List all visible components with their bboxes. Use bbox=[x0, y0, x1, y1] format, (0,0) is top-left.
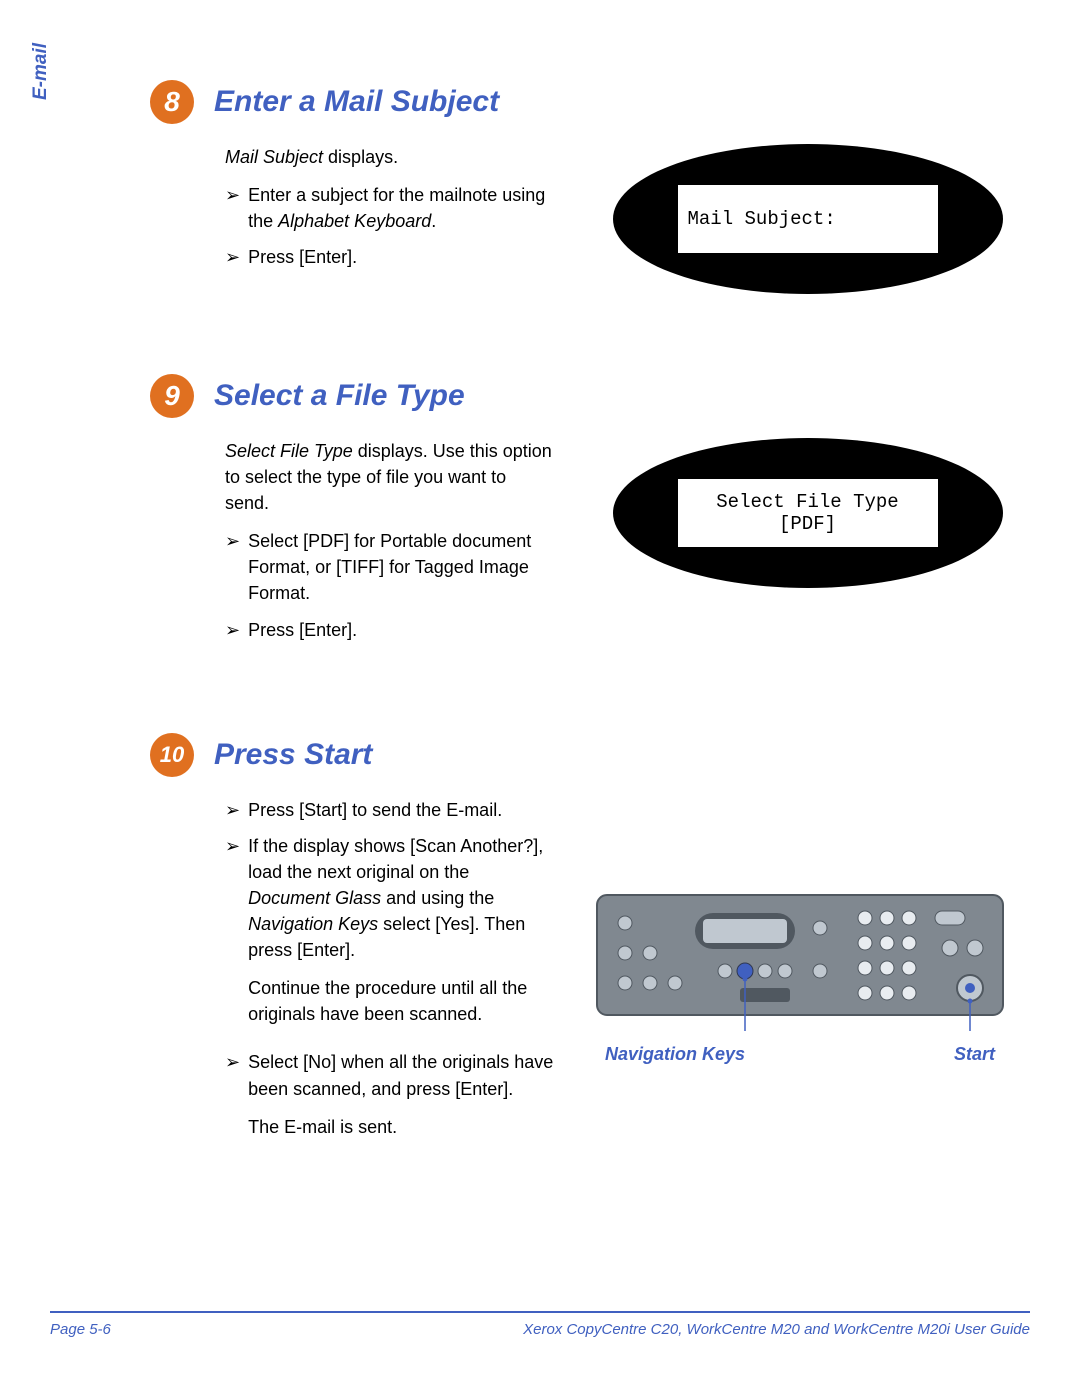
b1p2: . bbox=[431, 211, 436, 231]
b2i1: Document Glass bbox=[248, 888, 381, 908]
section-10: 10 Press Start ➢ Press [Start] to send t… bbox=[60, 733, 1020, 1162]
step-title-9: Select a File Type bbox=[214, 379, 465, 413]
bullet-arrow-icon: ➢ bbox=[225, 182, 240, 234]
bullet-arrow-icon: ➢ bbox=[225, 797, 240, 823]
label-navigation-keys: Navigation Keys bbox=[605, 1044, 745, 1065]
bullet-arrow-icon: ➢ bbox=[225, 617, 240, 643]
b2i2: Navigation Keys bbox=[248, 914, 378, 934]
b1: Select [PDF] for Portable document Forma… bbox=[248, 528, 555, 606]
bullet: ➢ Press [Start] to send the E-mail. bbox=[225, 797, 555, 823]
section-10-header: 10 Press Start bbox=[60, 733, 1020, 777]
control-panel-svg bbox=[595, 893, 1005, 1033]
section-8: 8 Enter a Mail Subject Mail Subject disp… bbox=[60, 80, 1020, 294]
control-panel-illustration: Navigation Keys Start bbox=[595, 893, 1005, 1065]
bullet-arrow-icon: ➢ bbox=[225, 528, 240, 606]
step-badge-10: 10 bbox=[150, 733, 194, 777]
bullet: ➢ If the display shows [Scan Another?], … bbox=[225, 833, 555, 1040]
side-chapter-label: E-mail bbox=[30, 43, 52, 100]
b1i: Alphabet Keyboard bbox=[278, 211, 431, 231]
lcd-line2: [PDF] bbox=[688, 513, 928, 535]
label-start: Start bbox=[954, 1044, 995, 1065]
step-badge-9: 9 bbox=[150, 374, 194, 418]
section-9: 9 Select a File Type Select File Type di… bbox=[60, 374, 1020, 653]
bullet: ➢ Select [PDF] for Portable document For… bbox=[225, 528, 555, 606]
footer-guide: Xerox CopyCentre C20, WorkCentre M20 and… bbox=[523, 1321, 1030, 1338]
bullet: ➢ Press [Enter]. bbox=[225, 617, 555, 643]
b3: Select [No] when all the originals have … bbox=[248, 1052, 553, 1098]
step-title-8: Enter a Mail Subject bbox=[214, 85, 499, 119]
section-8-header: 8 Enter a Mail Subject bbox=[60, 80, 1020, 124]
bullet: ➢ Press [Enter]. bbox=[225, 244, 555, 270]
bullet: ➢ Enter a subject for the mailnote using… bbox=[225, 182, 555, 234]
step-title-10: Press Start bbox=[214, 738, 372, 772]
b2p1: If the display shows [Scan Another?], lo… bbox=[248, 836, 543, 882]
page-footer: Page 5-6 Xerox CopyCentre C20, WorkCentr… bbox=[50, 1311, 1030, 1338]
lcd-display-9: Select File Type [PDF] bbox=[613, 438, 1003, 588]
bullet: ➢ Select [No] when all the originals hav… bbox=[225, 1049, 555, 1151]
b2cont: Continue the procedure until all the ori… bbox=[248, 975, 555, 1027]
lcd-display-8: Mail Subject: bbox=[613, 144, 1003, 294]
b2: Press [Enter]. bbox=[248, 617, 555, 643]
intro-rest: displays. bbox=[323, 147, 398, 167]
intro-italic: Mail Subject bbox=[225, 147, 323, 167]
b2p2: and using the bbox=[381, 888, 494, 908]
bullet-arrow-icon: ➢ bbox=[225, 833, 240, 1040]
intro-italic: Select File Type bbox=[225, 441, 353, 461]
b2: Press [Enter]. bbox=[248, 244, 555, 270]
section-9-header: 9 Select a File Type bbox=[60, 374, 1020, 418]
lcd-line1: Mail Subject: bbox=[688, 208, 928, 230]
footer-page: Page 5-6 bbox=[50, 1321, 111, 1338]
bullet-arrow-icon: ➢ bbox=[225, 1049, 240, 1151]
b3cont: The E-mail is sent. bbox=[248, 1114, 555, 1140]
section-9-text: Select File Type displays. Use this opti… bbox=[225, 438, 555, 653]
section-10-text: ➢ Press [Start] to send the E-mail. ➢ If… bbox=[225, 797, 555, 1162]
lcd-line1: Select File Type bbox=[688, 491, 928, 513]
step-badge-8: 8 bbox=[150, 80, 194, 124]
b1: Press [Start] to send the E-mail. bbox=[248, 797, 555, 823]
section-8-text: Mail Subject displays. ➢ Enter a subject… bbox=[225, 144, 555, 294]
bullet-arrow-icon: ➢ bbox=[225, 244, 240, 270]
